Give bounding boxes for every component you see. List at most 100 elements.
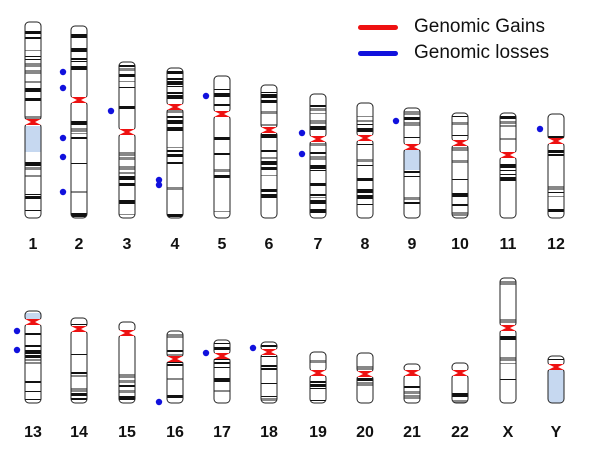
chromosome-band [71,163,87,164]
chromosome-band [261,150,277,152]
chromosome-band [25,50,41,51]
chromosome-band [119,87,135,88]
chromosome-label: 16 [166,424,184,441]
chromosome-11: 11 [499,112,517,253]
loss-marker [202,92,210,100]
chromosome-band [310,384,326,387]
centromere-marker [500,152,516,158]
chromosome-band [261,368,277,370]
chromosome-band [310,126,326,130]
chromosome-band [261,356,277,357]
chromosome-band [357,165,373,166]
chromosome-band [71,58,87,60]
chromosome-band [167,95,183,99]
chromosome-21: 21 [403,363,421,441]
chromosome-band [71,191,87,193]
chromosome-band [25,362,41,364]
chromosome-band [214,153,230,155]
heterochromatin-region [25,126,41,152]
chromosome-band [310,183,326,186]
chromosome-band [71,61,87,62]
chromosome-label: 11 [500,236,517,253]
chromosome-band [167,78,183,80]
chromosome-band [404,117,420,120]
chromosome-band [25,359,41,361]
losses-label: Genomic losses [414,42,550,63]
chromosome-band [119,152,135,156]
chromosome-band [261,161,277,165]
chromosome-band [119,172,135,174]
chromosome-band [404,171,420,173]
chromosome-band [261,124,277,126]
chromosome-band [167,187,183,190]
chromosome-band [261,396,277,397]
chromosome-band [71,324,87,325]
chromosome-band [357,189,373,193]
chromosome-band [548,192,564,193]
chromosome-band [261,111,277,114]
chromosome-band [167,127,183,131]
chromosome-band [357,116,373,117]
chromosome-band [119,68,135,71]
centromere-marker [357,371,373,377]
chromosome-band [357,144,373,145]
chromosome-band [71,137,87,139]
chromosome-band [214,390,230,392]
centromere-marker [310,370,326,376]
chromosome-15: 15 [118,321,136,441]
chromosome-band [214,362,230,364]
chromosome-band [119,396,135,400]
chromosome-band [404,137,420,138]
chromosome-band [214,89,230,90]
chromosome-band [25,31,41,34]
centromere-marker [548,364,564,370]
chromosome-band [310,165,326,169]
chromosome-band [119,374,135,378]
chromosome-band [71,48,87,52]
chromosome-band [357,195,373,199]
chromosome-band [452,204,468,206]
chromosome-band [25,63,41,67]
chromosome-band [25,399,41,400]
chromosome-band [500,379,516,380]
chromosome-band [167,116,183,118]
chromosome-band [452,393,468,397]
chromosome-label: 13 [24,424,42,441]
chromosome-band [25,355,41,358]
chromosome-band [452,193,468,197]
chromosome-band [119,166,135,170]
chromosome-band [167,81,183,85]
chromosome-6: 6 [260,84,278,253]
centromere-marker [404,144,420,150]
centromere-marker [214,353,230,359]
chromosome-17: 17 [202,339,231,441]
chromosome-band [452,122,468,125]
chromosome-band [167,334,183,338]
chromosome-label: 1 [29,236,38,253]
chromosome-band [261,167,277,170]
centromere-marker [357,135,373,141]
loss-marker [13,327,21,335]
chromosome-band [452,160,468,163]
chromosome-label: 22 [451,424,469,441]
chromosome-band [452,400,468,403]
centromere-marker [25,319,41,325]
chromosome-band [214,378,230,382]
chromosome-band [261,383,277,384]
chromosome-label: 17 [213,424,231,441]
chromosome-band [357,366,373,370]
chromosome-label: 6 [265,236,274,253]
chromosome-band [500,319,516,323]
chromosome-label: Y [551,424,562,441]
chromosome-band [167,354,183,356]
chromosome-12: 12 [536,113,565,253]
chromosome-band [71,372,87,374]
chromosome-band [167,147,183,148]
chromosome-band [119,380,135,383]
chromosome-band [25,210,41,211]
chromosome-band [25,333,41,335]
chromosome-band [261,100,277,103]
chromosome-band [548,150,564,153]
chromosome-band [357,159,373,162]
chromosome-band [214,211,230,212]
